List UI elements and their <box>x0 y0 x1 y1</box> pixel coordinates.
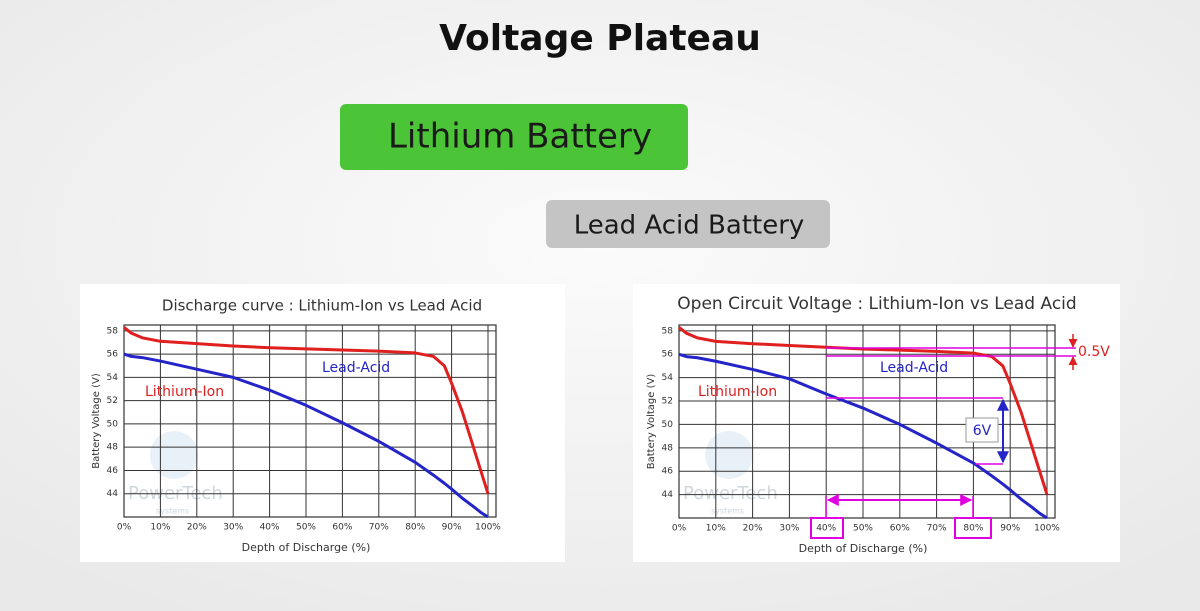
y-tick-label: 54 <box>662 373 674 383</box>
x-tick-label: 70% <box>927 524 947 534</box>
badge-label: Lead Acid Battery <box>574 211 805 241</box>
x-tick-label: 40% <box>260 523 280 533</box>
y-tick-label: 56 <box>662 350 674 360</box>
y-tick-label: 56 <box>107 350 119 360</box>
annotation-box <box>965 417 999 443</box>
x-tick-label: 60% <box>332 523 352 533</box>
x-tick-label: 80% <box>405 523 425 533</box>
watermark-logo <box>705 431 753 479</box>
x-tick-label: 100% <box>475 523 501 533</box>
y-tick-label: 58 <box>662 326 674 336</box>
series-label: Lead-Acid <box>880 360 948 376</box>
y-tick-label: 50 <box>107 419 119 429</box>
x-tick-label: 90% <box>442 523 462 533</box>
series-line <box>678 326 1049 496</box>
x-tick-label: 10% <box>150 523 170 533</box>
y-tick-label: 44 <box>662 490 674 500</box>
charts: Discharge curve : Lithium-Ion vs Lead Ac… <box>91 294 1077 555</box>
series-label: Lithium-Ion <box>145 384 224 400</box>
annotations: 0.5V 6V <box>810 334 1110 539</box>
y-tick-label: 48 <box>662 443 674 453</box>
watermark: PowerTech <box>683 483 778 504</box>
watermark-logo <box>150 431 198 479</box>
badge <box>546 200 830 248</box>
x-tick-label: 70% <box>369 523 389 533</box>
y-tick-label: 58 <box>107 326 119 336</box>
badge <box>340 104 688 170</box>
x-tick-label: 60% <box>890 524 910 534</box>
chart-title: Discharge curve : Lithium-Ion vs Lead Ac… <box>162 297 482 315</box>
x-axis-label: Depth of Discharge (%) <box>799 542 928 555</box>
series-line <box>123 352 489 519</box>
y-tick-label: 46 <box>107 466 119 476</box>
x-tick-label: 30% <box>779 524 799 534</box>
annotation-text: 0.5V <box>1078 344 1110 360</box>
chart-panel <box>80 284 565 562</box>
y-axis-label: Battery Voltage (V) <box>646 374 657 470</box>
annotation-box <box>954 517 992 539</box>
annotation-text: 6V <box>973 423 992 439</box>
y-tick-label: 46 <box>662 467 674 477</box>
badge-label: Lithium Battery <box>388 117 652 157</box>
plot-frame <box>678 324 1056 519</box>
x-tick-label: 20% <box>187 523 207 533</box>
y-tick-label: 44 <box>107 489 119 499</box>
watermark: systems <box>156 507 189 516</box>
series-line <box>123 326 490 495</box>
series-line <box>678 352 1048 520</box>
y-tick-label: 52 <box>107 396 118 406</box>
series-label: Lead-Acid <box>322 360 390 376</box>
x-tick-label: 0% <box>672 524 687 534</box>
chart-title: Open Circuit Voltage : Lithium-Ion vs Le… <box>677 294 1076 314</box>
plot-frame <box>123 324 497 518</box>
x-tick-label: 50% <box>296 523 316 533</box>
watermark: systems <box>711 507 744 516</box>
y-axis-label: Battery Voltage (V) <box>91 373 102 469</box>
x-tick-label: 90% <box>1000 524 1020 534</box>
x-tick-label: 0% <box>117 523 132 533</box>
x-tick-label: 30% <box>223 523 243 533</box>
x-tick-label: 100% <box>1034 524 1060 534</box>
x-tick-label: 20% <box>743 524 763 534</box>
chart-panel <box>633 284 1120 562</box>
page-title: Voltage Plateau <box>439 18 761 59</box>
series-label: Lithium-Ion <box>698 384 777 400</box>
y-tick-label: 54 <box>107 373 119 383</box>
x-tick-label: 50% <box>853 524 873 534</box>
y-tick-label: 50 <box>662 420 674 430</box>
x-tick-label: 80% <box>963 524 983 534</box>
x-tick-label: 10% <box>706 524 726 534</box>
annotation-box <box>810 517 844 539</box>
y-tick-label: 48 <box>107 443 119 453</box>
x-axis-label: Depth of Discharge (%) <box>242 541 371 554</box>
x-tick-label: 40% <box>816 524 836 534</box>
y-tick-label: 52 <box>662 397 673 407</box>
